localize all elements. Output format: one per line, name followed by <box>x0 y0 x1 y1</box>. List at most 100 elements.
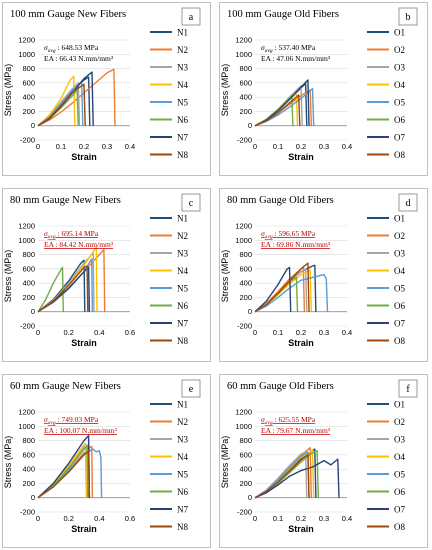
legend-label-O2: O2 <box>394 417 405 427</box>
panel-letter-box <box>181 193 201 212</box>
y-tick-label: 1200 <box>18 36 35 45</box>
chart-svg-a: 100 mm Gauge New Fibers a-200020040060080… <box>2 2 211 176</box>
series-line-N6 <box>37 445 89 499</box>
chart-title: 60 mm Gauge New Fibers <box>10 381 121 392</box>
legend-label-O4: O4 <box>394 80 405 90</box>
panel-frame <box>2 2 211 176</box>
y-tick-label: 1000 <box>235 236 252 245</box>
x-tick-label: 0.2 <box>296 514 306 523</box>
y-tick-label: 400 <box>22 279 35 288</box>
chart-panel-b: 100 mm Gauge Old Fibers b -200 0 200 400 600 80… <box>219 2 428 176</box>
chart-panel-e: 60 mm Gauge New Fibers e -200 0 200 400 600 800… <box>2 374 211 548</box>
legend-label-N7: N7 <box>177 133 188 143</box>
chart-svg-f: 60 mm Gauge Old Fibers f-2000200400600800… <box>219 374 428 548</box>
legend-label-O4: O4 <box>394 452 405 462</box>
y-tick-label: 600 <box>22 264 35 273</box>
legend-label-N6: N6 <box>177 115 188 125</box>
x-tick-label: 0.1 <box>56 142 66 151</box>
y-tick-label: 800 <box>239 436 252 445</box>
x-tick-label: 0 <box>253 142 257 151</box>
panel-frame <box>2 374 211 548</box>
y-tick-label: 200 <box>239 293 252 302</box>
y-tick-label: 400 <box>22 93 35 102</box>
x-tick-label: 0.2 <box>296 142 306 151</box>
y-axis-label: Stress (MPa) <box>220 250 230 303</box>
panel-letter-box <box>398 193 418 212</box>
legend-label-O8: O8 <box>394 522 405 532</box>
chart-svg-c: 80 mm Gauge New Fibers c-2000200400600800… <box>2 188 211 362</box>
chart-title: 80 mm Gauge New Fibers <box>10 195 121 206</box>
y-tick-label: -200 <box>20 508 35 517</box>
series-line-N8 <box>37 450 91 499</box>
y-axis-label: Stress (MPa) <box>220 436 230 489</box>
legend-label-N4: N4 <box>177 80 188 90</box>
y-tick-label: 600 <box>239 264 252 273</box>
series-line-N7 <box>37 434 91 499</box>
panel-letter: e <box>189 384 194 395</box>
x-tick-label: 0.2 <box>63 328 73 337</box>
y-tick-label: 0 <box>248 307 252 316</box>
legend-label-N6: N6 <box>177 301 188 311</box>
x-tick-label: 0.4 <box>94 328 104 337</box>
x-tick-label: 0.4 <box>94 514 104 523</box>
y-axis-label: Stress (MPa) <box>3 436 13 489</box>
y-tick-label: 600 <box>22 78 35 87</box>
series-line-O7 <box>254 266 292 313</box>
x-tick-label: 0.6 <box>125 328 135 337</box>
legend-label-O8: O8 <box>394 150 405 160</box>
legend-label-O6: O6 <box>394 115 405 125</box>
panel-letter: c <box>189 198 194 209</box>
series-line-O8 <box>254 262 310 313</box>
y-tick-label: 200 <box>239 107 252 116</box>
legend-label-O4: O4 <box>394 266 405 276</box>
series-line-N4 <box>37 75 76 127</box>
x-tick-label: 0.2 <box>79 142 89 151</box>
y-tick-label: 800 <box>22 250 35 259</box>
x-tick-label: 0 <box>36 142 40 151</box>
x-tick-label: 0.1 <box>273 514 283 523</box>
legend-label-N2: N2 <box>177 45 188 55</box>
y-tick-label: 1200 <box>235 36 252 45</box>
x-tick-label: 0 <box>36 514 40 523</box>
legend-label-O1: O1 <box>394 28 405 38</box>
series-line-N8 <box>37 265 89 313</box>
legend-label-O3: O3 <box>394 435 405 445</box>
y-axis-label: Stress (MPa) <box>220 64 230 117</box>
legend-label-O5: O5 <box>394 284 405 294</box>
y-tick-label: 800 <box>22 436 35 445</box>
legend-label-N6: N6 <box>177 487 188 497</box>
x-tick-label: 0 <box>253 514 257 523</box>
legend-label-N4: N4 <box>177 452 188 462</box>
y-tick-label: 1200 <box>235 222 252 231</box>
x-axis-label: Strain <box>288 152 314 162</box>
y-tick-label: 400 <box>22 465 35 474</box>
panel-letter-box <box>398 7 418 26</box>
x-tick-label: 0.6 <box>125 514 135 523</box>
x-tick-label: 0.2 <box>63 514 73 523</box>
legend-label-N3: N3 <box>177 63 188 73</box>
y-tick-label: 0 <box>31 121 35 130</box>
x-tick-label: 0.4 <box>125 142 135 151</box>
annotation-ea: EA : 69.86 N.mm/mm³ <box>261 240 331 249</box>
y-tick-label: -200 <box>20 136 35 145</box>
legend-label-O1: O1 <box>394 214 405 224</box>
y-tick-label: 1200 <box>235 408 252 417</box>
legend-label-N3: N3 <box>177 435 188 445</box>
legend-label-O7: O7 <box>394 319 405 329</box>
panel-letter-box <box>398 379 418 398</box>
chart-title: 60 mm Gauge Old Fibers <box>227 381 334 392</box>
x-tick-label: 0.4 <box>342 514 352 523</box>
chart-panel-f: 60 mm Gauge Old Fibers f -200 0 200 400 600 800… <box>219 374 428 548</box>
y-tick-label: 0 <box>31 307 35 316</box>
panel-letter: d <box>406 198 411 209</box>
annotation-ea: EA : 79.67 N.mm/mm³ <box>261 426 331 435</box>
y-tick-label: 200 <box>22 107 35 116</box>
y-tick-label: 800 <box>22 64 35 73</box>
y-tick-label: 400 <box>239 93 252 102</box>
annotation-ea: EA : 100.07 N.mm/mm³ <box>44 426 118 435</box>
annotation-ea: EA : 47.06 N.mm/mm³ <box>261 54 331 63</box>
y-tick-label: 0 <box>248 121 252 130</box>
legend-label-O3: O3 <box>394 63 405 73</box>
legend-label-N2: N2 <box>177 417 188 427</box>
series-line-O5 <box>254 273 329 313</box>
